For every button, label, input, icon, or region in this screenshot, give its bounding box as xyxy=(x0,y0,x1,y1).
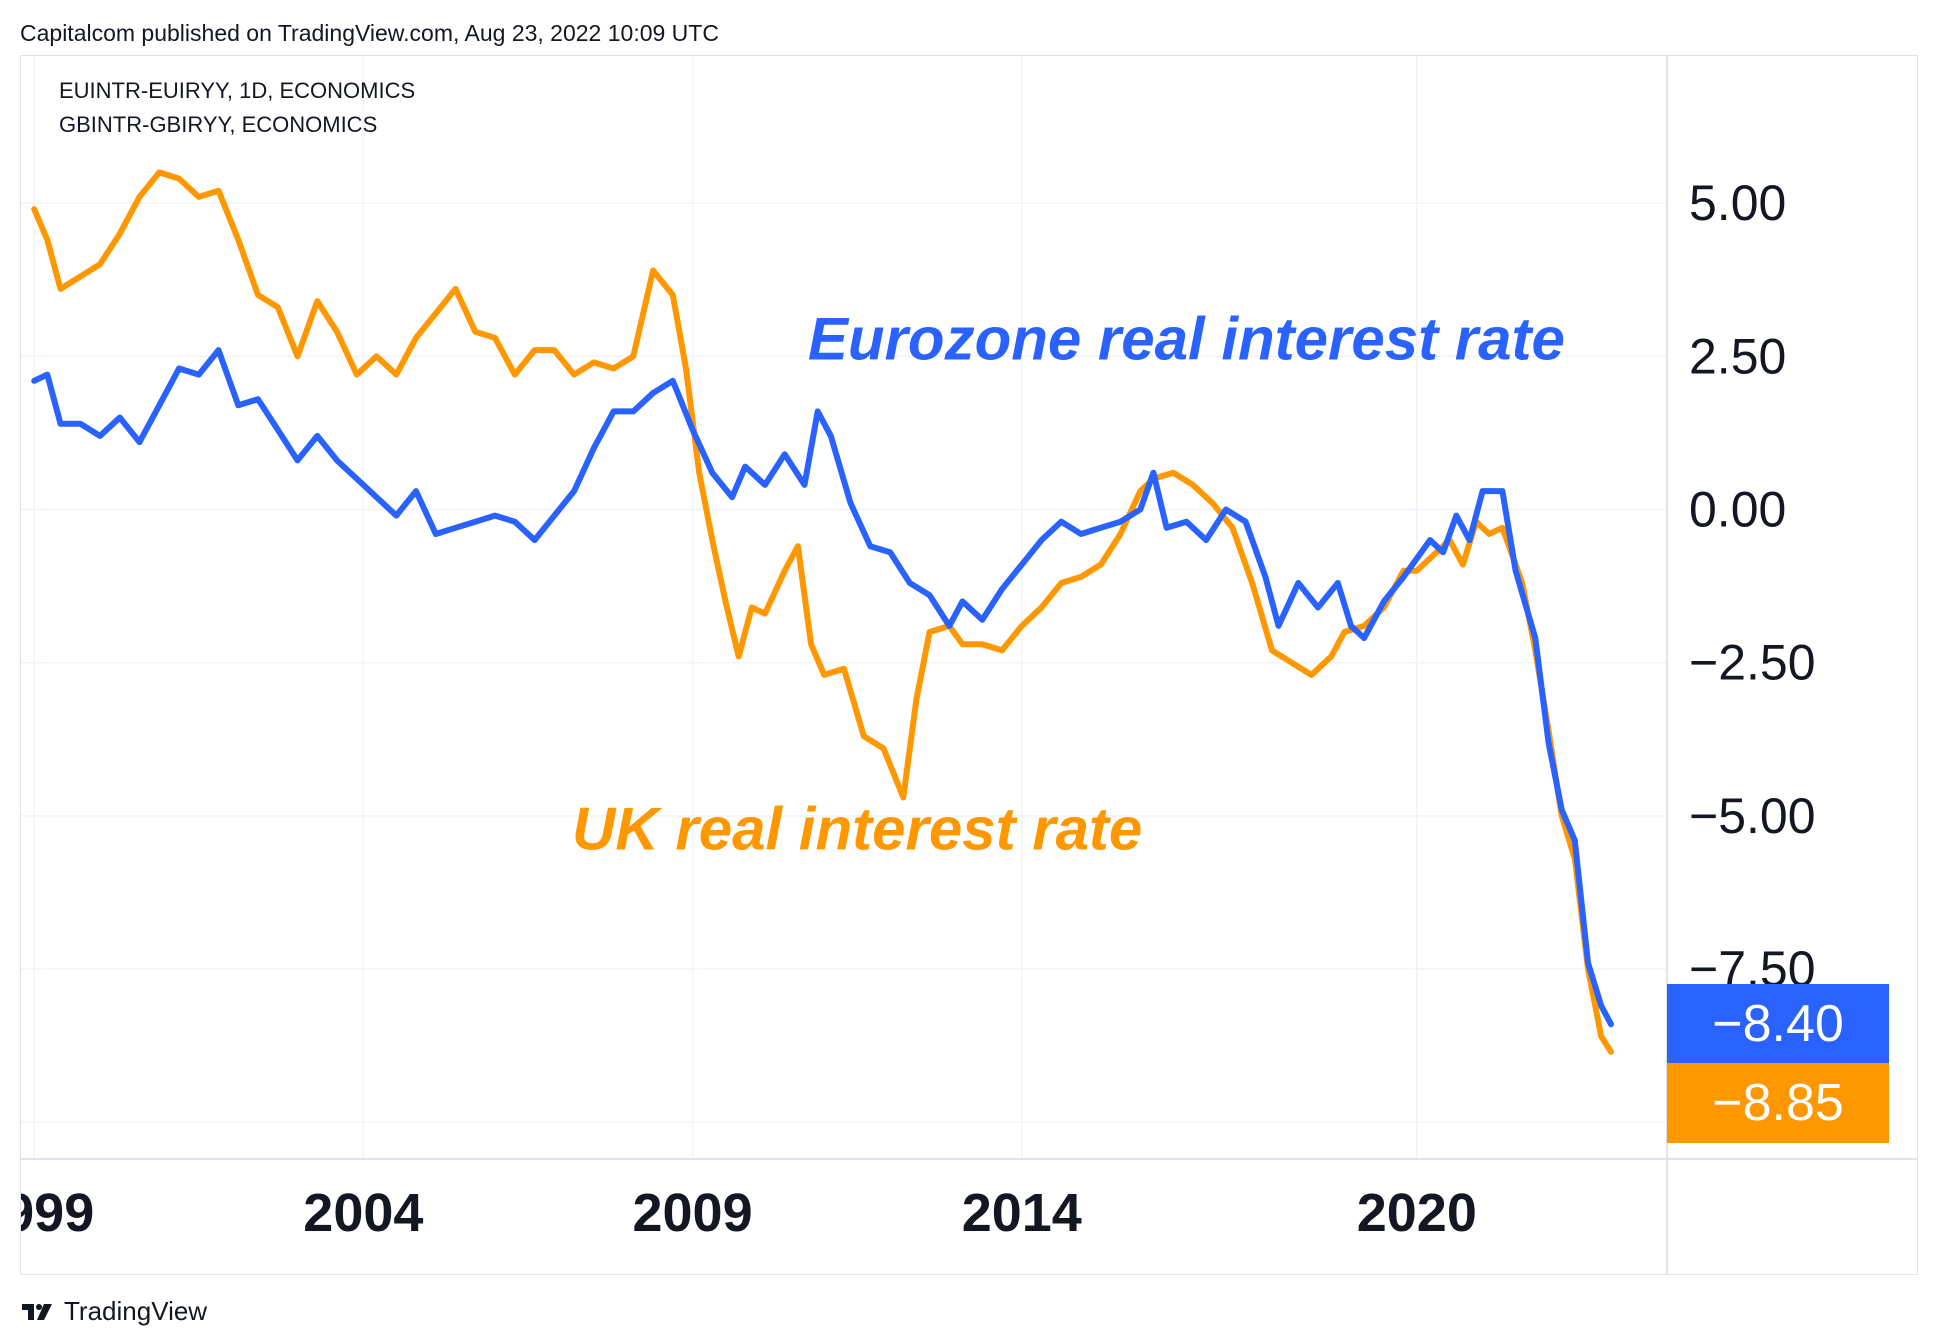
publish-info: Capitalcom published on TradingView.com,… xyxy=(20,20,719,46)
series-line-eurozone[interactable] xyxy=(31,347,1614,1028)
x-tick-label[interactable]: 2014 xyxy=(962,1183,1082,1243)
chart-panel[interactable]: 5.002.500.00−2.50−5.00−7.50−10.00 199920… xyxy=(20,55,1918,1275)
time-axis-labels[interactable]: 1999 2004 2009 2014 2020 xyxy=(21,1183,1477,1243)
tradingview-brand-text: TradingView xyxy=(64,1296,208,1326)
tradingview-logo-icon xyxy=(22,1303,52,1320)
x-tick-label[interactable]: 2009 xyxy=(632,1183,752,1243)
annotation-uk: UK real interest rate xyxy=(572,796,1142,863)
x-tick-label[interactable]: 1999 xyxy=(21,1183,94,1243)
last-value-badge-eurozone xyxy=(1667,984,1889,1064)
last-value-badge-uk xyxy=(1667,1063,1889,1143)
annotation-eurozone: Eurozone real interest rate xyxy=(808,305,1565,372)
last-value-badges: −8.40 −8.85 xyxy=(1667,984,1889,1143)
legend-symbol-uk[interactable]: GBINTR-GBIRYY, ECONOMICS xyxy=(59,112,378,137)
last-value-label-uk: −8.85 xyxy=(1712,1074,1844,1132)
legend-symbol-eurozone[interactable]: EUINTR-EUIRYY, 1D, ECONOMICS xyxy=(59,78,416,103)
y-tick-label[interactable]: 0.00 xyxy=(1689,481,1786,537)
chart-canvas[interactable]: 5.002.500.00−2.50−5.00−7.50−10.00 199920… xyxy=(21,56,1917,1274)
y-tick-label[interactable]: −2.50 xyxy=(1689,635,1816,691)
tradingview-brand[interactable]: TradingView xyxy=(22,1296,207,1327)
series-line-uk[interactable] xyxy=(31,169,1614,1055)
x-tick-label[interactable]: 2020 xyxy=(1357,1183,1477,1243)
series-lines[interactable] xyxy=(31,169,1614,1055)
x-tick-label[interactable]: 2004 xyxy=(303,1183,423,1243)
y-tick-label[interactable]: 5.00 xyxy=(1689,175,1786,231)
last-value-label-eurozone: −8.40 xyxy=(1712,995,1844,1053)
y-tick-label[interactable]: 2.50 xyxy=(1689,328,1786,384)
chart-background xyxy=(21,56,1917,1274)
annotations: Eurozone real interest rate UK real inter… xyxy=(572,305,1565,862)
y-tick-label[interactable]: −5.00 xyxy=(1689,788,1816,844)
